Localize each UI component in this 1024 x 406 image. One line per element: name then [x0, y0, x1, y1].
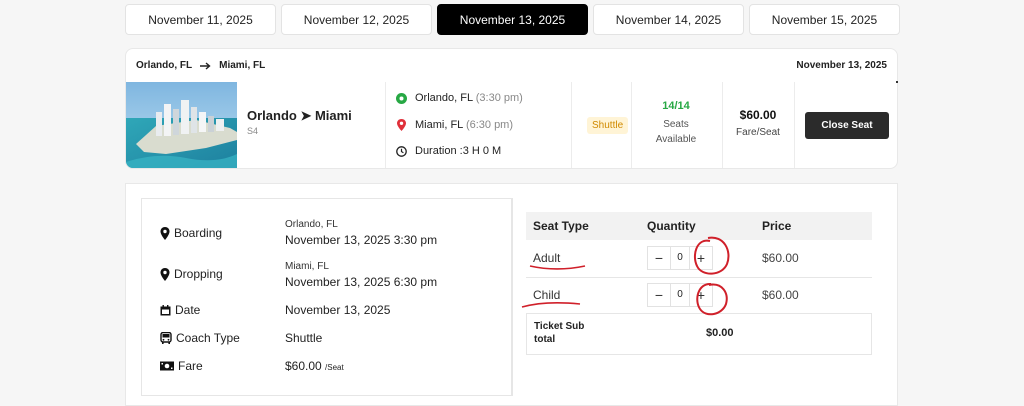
- date-value: November 13, 2025: [285, 303, 391, 317]
- date-tab[interactable]: November 15, 2025: [749, 4, 900, 35]
- money-icon: [160, 361, 174, 371]
- child-quantity-stepper: − 0 +: [647, 283, 713, 307]
- duration: Duration :3 H 0 M: [396, 145, 501, 157]
- dropping-time: (6:30 pm): [465, 119, 514, 131]
- plus-icon[interactable]: +: [696, 250, 706, 266]
- dropping-label: Dropping: [174, 267, 223, 281]
- route-date: November 13, 2025: [796, 60, 887, 71]
- clock-icon: [396, 145, 407, 157]
- seats-label: Available: [655, 134, 697, 145]
- date-tab[interactable]: November 11, 2025: [125, 4, 276, 35]
- fare-amount: $60.00: [739, 108, 777, 122]
- duration-text: Duration :3 H 0 M: [415, 145, 502, 157]
- date-tab-active[interactable]: November 13, 2025: [437, 4, 588, 35]
- map-pin-icon: [160, 226, 170, 240]
- boarding-place: Orlando, FL: [415, 92, 473, 104]
- divider: [722, 82, 723, 168]
- boarding-label: Boarding: [174, 226, 223, 240]
- boarding-datetime: November 13, 2025 3:30 pm: [285, 233, 438, 247]
- coach-label: Coach Type: [176, 331, 240, 345]
- date-label: Date: [175, 303, 201, 317]
- fare-unit: /Seat: [325, 363, 344, 372]
- row-divider: [526, 277, 872, 278]
- boarding-time: (3:30 pm): [475, 92, 523, 104]
- trip-info-box: Boarding Orlando, FL November 13, 2025 3…: [141, 198, 512, 396]
- child-price: $60.00: [762, 288, 799, 302]
- boarding-place: Orlando, FL: [285, 219, 338, 230]
- coach-value: Shuttle: [285, 331, 323, 345]
- route-from: Orlando, FL: [136, 60, 193, 71]
- route-header: Orlando, FL Miami, FL: [136, 60, 265, 71]
- date-tab[interactable]: November 12, 2025: [281, 4, 432, 35]
- plus-icon[interactable]: +: [696, 287, 706, 303]
- header-quantity: Quantity: [647, 219, 696, 233]
- coach-type-badge: Shuttle: [587, 117, 629, 134]
- info-label: Coach Type: [160, 331, 240, 345]
- booking-details-panel: Boarding Orlando, FL November 13, 2025 3…: [125, 183, 898, 406]
- subtotal-label: Ticket Sub total: [534, 321, 585, 345]
- calendar-icon: [160, 304, 171, 315]
- seat-type-child: Child: [533, 288, 561, 302]
- divider: [385, 82, 386, 168]
- route-to: Miami, FL: [219, 60, 266, 71]
- fare-label: Fare/Seat: [736, 127, 780, 138]
- map-pin-icon: [397, 119, 406, 131]
- fare-label: Fare: [178, 359, 203, 373]
- bus-name: Orlando ➤ Miami: [247, 108, 352, 123]
- trip-row: Orlando ➤ Miami S4 Orlando, FL (3:30 pm)…: [126, 82, 897, 168]
- location-dot-icon: [396, 92, 407, 104]
- bus-code: S4: [247, 126, 259, 136]
- divider: [571, 82, 572, 168]
- divider: [512, 198, 513, 396]
- seat-selection-table: Seat Type Quantity Price Adult − 0 + $60…: [526, 212, 872, 355]
- adult-quantity-stepper: − 0 +: [647, 246, 713, 270]
- header-price: Price: [762, 219, 792, 233]
- scroll-marker: [896, 81, 898, 83]
- dropping-place: Miami, FL: [415, 119, 463, 131]
- seats-available: 14/14 Seats Available: [631, 99, 721, 147]
- header-seat-type: Seat Type: [533, 219, 589, 233]
- subtotal-row: Ticket Sub total $0.00: [526, 313, 872, 355]
- minus-icon[interactable]: −: [654, 287, 664, 303]
- adult-quantity-value[interactable]: 0: [670, 247, 690, 269]
- trip-card: Orlando, FL Miami, FL November 13, 2025: [125, 48, 898, 169]
- dropping-stop: Miami, FL (6:30 pm): [396, 119, 513, 131]
- bus-icon: [160, 332, 172, 344]
- boarding-stop: Orlando, FL (3:30 pm): [396, 92, 523, 104]
- seats-count: 14/14: [662, 100, 690, 112]
- dropping-datetime: November 13, 2025 6:30 pm: [285, 275, 438, 289]
- fare-value: $60.00: [285, 359, 322, 373]
- seat-table-header: Seat Type Quantity Price: [526, 212, 872, 240]
- info-label: Date: [160, 303, 200, 317]
- divider: [631, 82, 632, 168]
- date-tabs: November 11, 2025 November 12, 2025 Nove…: [125, 4, 900, 35]
- subtotal-value: $0.00: [706, 327, 734, 339]
- arrow-right-icon: [200, 61, 211, 70]
- adult-price: $60.00: [762, 251, 799, 265]
- dropping-place: Miami, FL: [285, 261, 329, 272]
- info-label: Boarding: [160, 226, 222, 240]
- child-quantity-value[interactable]: 0: [670, 284, 690, 306]
- fare-value-group: $60.00 /Seat: [285, 359, 344, 373]
- info-label: Fare: [160, 359, 203, 373]
- seat-type-adult: Adult: [533, 251, 561, 265]
- minus-icon[interactable]: −: [654, 250, 664, 266]
- close-seat-button[interactable]: Close Seat: [805, 112, 889, 139]
- info-label: Dropping: [160, 267, 223, 281]
- divider: [794, 82, 795, 168]
- date-tab[interactable]: November 14, 2025: [593, 4, 744, 35]
- fare-block: $60.00 Fare/Seat: [722, 108, 794, 138]
- map-pin-icon: [160, 267, 170, 281]
- city-photo: [126, 82, 237, 168]
- seats-label: Seats: [663, 119, 689, 130]
